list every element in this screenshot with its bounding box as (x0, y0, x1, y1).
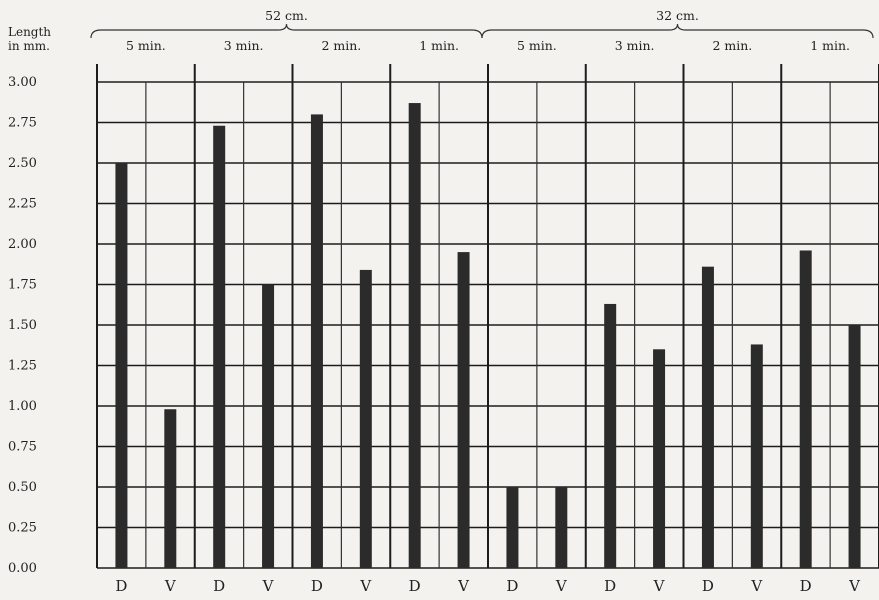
category-label: 2 min. (321, 38, 361, 53)
bar-series-label-v: V (848, 577, 861, 595)
bar-series-label-d: D (604, 577, 616, 595)
bar-d-6 (604, 303, 617, 568)
super-group-brace (90, 23, 483, 39)
category-label: 3 min. (224, 38, 264, 53)
y-tick-label: 2.75 (8, 116, 37, 131)
bar-d-2 (213, 125, 226, 569)
bar-series-label-d: D (702, 577, 714, 595)
bar-series-label-d: D (115, 577, 127, 595)
bar-d-5 (506, 487, 519, 568)
bar-series-label-d: D (213, 577, 225, 595)
bar-v-5 (555, 487, 568, 568)
category-label: 5 min. (517, 38, 557, 53)
bar-v-7 (750, 344, 763, 568)
bar-v-6 (653, 349, 666, 568)
y-tick-label: 2.50 (8, 156, 37, 171)
y-axis-title-line-2: in mm. (8, 39, 50, 53)
super-group-labels: 52 cm. 32 cm. (90, 8, 874, 39)
bar-series-label-v: V (750, 577, 763, 595)
category-label: 5 min. (126, 38, 166, 53)
y-tick-label: 2.25 (8, 197, 37, 212)
grid (96, 64, 879, 569)
y-tick-label: 1.00 (8, 399, 37, 414)
bar-series-label-v: V (457, 577, 470, 595)
bar-series-label-d: D (506, 577, 518, 595)
bar-v-2 (262, 284, 275, 568)
bar-v-4 (457, 252, 470, 568)
category-label: 1 min. (419, 38, 459, 53)
bar-series-label-v: V (555, 577, 568, 595)
bar-series-label-v: V (262, 577, 275, 595)
super-group-brace (481, 23, 874, 39)
bar-series-label-d: D (311, 577, 323, 595)
y-axis-title-line-1: Length (8, 25, 51, 39)
bar-d-8 (799, 250, 812, 569)
bar-series-labels: D D D D D D D DV V V V V V V V (115, 577, 861, 595)
y-axis-ticks: 0.00 0.25 0.50 0.75 1.00 1.25 1.50 1.75 2.00 2.25… (8, 75, 37, 576)
y-tick-label: 0.50 (8, 480, 37, 495)
y-axis-title: Length in mm. (8, 25, 51, 53)
category-label: 1 min. (810, 38, 850, 53)
y-tick-label: 3.00 (8, 75, 37, 90)
bar-d-4 (408, 103, 421, 568)
bar-series-label-v: V (164, 577, 177, 595)
y-tick-label: 0.25 (8, 521, 37, 536)
bar-series-label-v: V (653, 577, 666, 595)
super-group-label: 32 cm. (656, 8, 699, 23)
super-group-label: 52 cm. (265, 8, 308, 23)
y-tick-label: 1.25 (8, 359, 37, 374)
y-tick-label: 0.75 (8, 440, 37, 455)
y-tick-label: 0.00 (8, 561, 37, 576)
bar-v-1 (164, 409, 177, 568)
bar-series-label-d: D (800, 577, 812, 595)
bar-v-8 (848, 325, 861, 568)
category-label: 3 min. (615, 38, 655, 53)
bar-d-1 (115, 163, 128, 568)
y-tick-label: 1.75 (8, 278, 37, 293)
bar-d-3 (310, 114, 323, 569)
category-label: 2 min. (712, 38, 752, 53)
category-labels: 5 min. 3 min. 2 min. 1 min. 5 min. 3 min. 2 mi… (126, 38, 850, 53)
y-tick-label: 2.00 (8, 237, 37, 252)
bars (115, 103, 861, 569)
bar-series-label-d: D (409, 577, 421, 595)
bar-v-3 (359, 269, 372, 568)
y-tick-label: 1.50 (8, 318, 37, 333)
bar-series-label-v: V (359, 577, 372, 595)
bar-d-7 (701, 266, 714, 568)
